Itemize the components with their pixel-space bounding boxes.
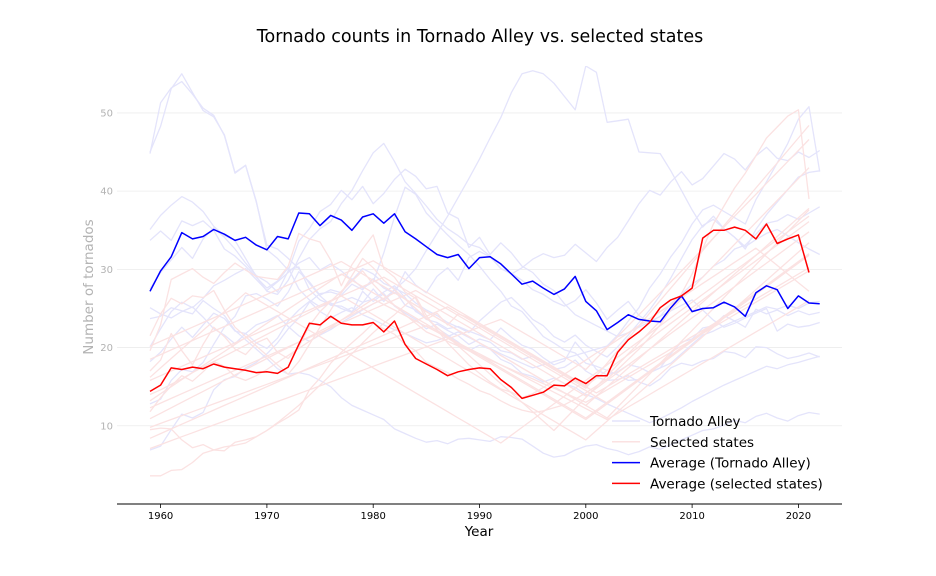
legend-label: Average (Tornado Alley) (650, 456, 811, 472)
x-tick-label: 1990 (467, 511, 492, 522)
tornado-alley-series-line (149, 168, 820, 338)
y-tick-label: 20 (100, 343, 113, 354)
selected-state-series-line (149, 242, 810, 441)
axes: 1960 1970 1980 1990 2000 2010 2020 (117, 503, 842, 522)
x-tick-label: 2010 (679, 511, 704, 522)
selected-state-series-line (149, 207, 810, 407)
legend-label: Tornado Alley (649, 414, 741, 430)
legend-item-selected-states: Selected states (612, 435, 754, 451)
x-tick-label: 2000 (573, 511, 598, 522)
x-axis-label: Year (464, 524, 494, 540)
selected-state-series-line (149, 298, 810, 421)
x-tick-label: 1980 (360, 511, 385, 522)
individual-state-lines (149, 66, 821, 477)
selected-state-series-line (149, 247, 810, 452)
tornado-alley-series-line (149, 299, 820, 458)
average-lines (149, 212, 820, 400)
tornado-alley-series-line (149, 73, 820, 424)
legend: Tornado Alley Selected states Average (Tor… (612, 414, 823, 492)
y-tick-label: 30 (100, 265, 113, 276)
legend-label: Average (selected states) (650, 476, 823, 492)
tornado-alley-series-line (149, 66, 820, 345)
selected-state-series-line (149, 254, 810, 429)
x-tick-label: 1970 (254, 511, 279, 522)
x-tick-label: 1960 (148, 511, 173, 522)
x-tick-label: 2020 (786, 511, 811, 522)
legend-item-average-alley: Average (Tornado Alley) (612, 456, 811, 472)
y-axis-label: Number of tornados (81, 219, 97, 354)
legend-item-average-selected: Average (selected states) (612, 476, 823, 492)
selected-state-series-line (149, 221, 810, 387)
selected-state-series-line (149, 232, 810, 394)
selected-state-series-line (149, 215, 810, 444)
y-tick-label: 50 (100, 108, 113, 119)
legend-item-tornado-alley: Tornado Alley (612, 414, 741, 430)
legend-label: Selected states (650, 435, 754, 451)
selected-state-series-line (149, 167, 810, 432)
average-tornado-alley-line (149, 212, 820, 331)
y-tick-label: 10 (100, 421, 113, 432)
chart-title: Tornado counts in Tornado Alley vs. sele… (256, 27, 703, 47)
selected-state-series-line (149, 231, 810, 397)
y-tick-label: 40 (100, 187, 113, 198)
average-selected-states-line (149, 223, 810, 400)
